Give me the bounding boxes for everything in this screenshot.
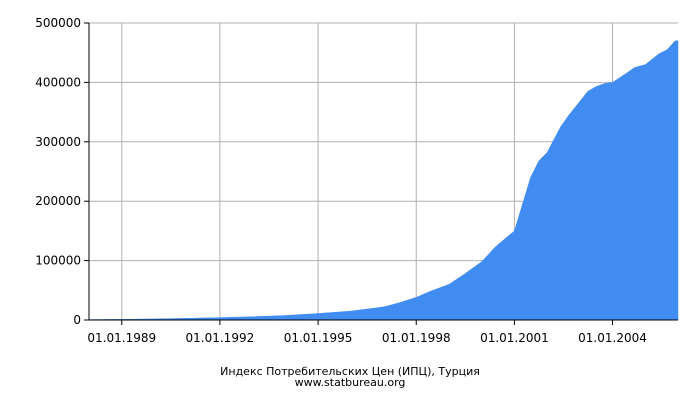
- x-tick-label: 01.01.2001: [480, 331, 549, 345]
- x-tick-label: 01.01.1995: [284, 331, 353, 345]
- x-tick-label: 01.01.1989: [87, 331, 156, 345]
- cpi-area-series: [88, 40, 679, 321]
- y-tick-label: 500000: [35, 16, 81, 30]
- x-tick-label: 01.01.2004: [578, 331, 647, 345]
- y-tick-label: 100000: [35, 254, 81, 268]
- y-tick-label: 0: [73, 313, 81, 327]
- chart-source: www.statbureau.org: [295, 376, 406, 389]
- y-tick-label: 300000: [35, 135, 81, 149]
- axis-layer: [88, 23, 678, 321]
- chart-title: Индекс Потребительских Цен (ИПЦ), Турция: [220, 365, 480, 378]
- y-tick-label: 400000: [35, 75, 81, 89]
- x-tick-label: 01.01.1998: [382, 331, 451, 345]
- x-tick-label: 01.01.1992: [186, 331, 255, 345]
- area-layer: [88, 40, 679, 321]
- tick-layer: 0 100000 200000 300000 400000 500000 01.01.198…: [35, 16, 647, 345]
- y-tick-label: 200000: [35, 194, 81, 208]
- grid-layer: [89, 22, 678, 320]
